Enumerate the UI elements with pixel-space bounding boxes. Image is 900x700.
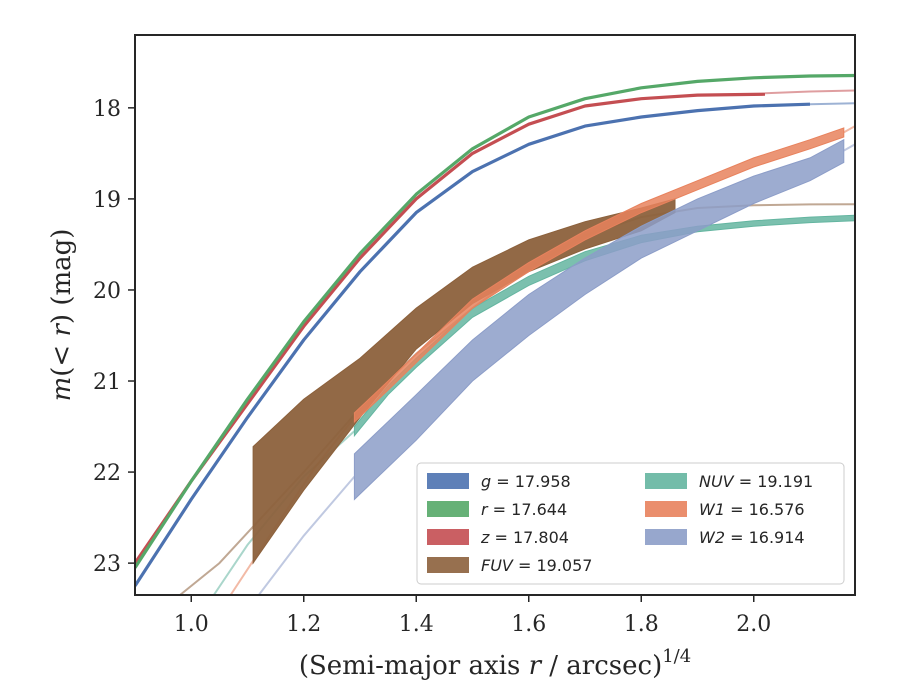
series-w1-band xyxy=(353,127,845,424)
x-tick-label: 1.4 xyxy=(399,612,434,637)
x-tick-label: 1.8 xyxy=(624,612,659,637)
y-tick-label: 23 xyxy=(93,552,121,577)
plot-frame xyxy=(134,34,856,596)
legend-label-w2: W2 = 16.914 xyxy=(699,528,805,547)
x-tick-label: 1.0 xyxy=(174,612,209,637)
y-tick-label: 22 xyxy=(93,461,121,486)
legend-label-r: r = 17.644 xyxy=(481,500,567,519)
series-z-extension xyxy=(764,89,855,95)
legend-box xyxy=(416,462,845,585)
series-w1-extension-outer xyxy=(843,125,855,134)
y-tick-label: 19 xyxy=(93,188,121,213)
axis-ticks: 1.0 1.2 1.4 1.6 1.8 2.0 18 19 20 21 22 23 xyxy=(93,97,771,637)
y-axis-label: m(< r) (mag) xyxy=(47,229,77,402)
legend-swatch-w2 xyxy=(645,529,687,545)
legend-label-z: z = 17.804 xyxy=(480,528,569,547)
legend-label-g: g = 17.958 xyxy=(481,472,571,491)
x-tick-label: 2.0 xyxy=(736,612,771,637)
series-r-line xyxy=(135,73,855,569)
legend-swatch-w1 xyxy=(645,501,687,517)
series-w2-extension-outer xyxy=(843,143,855,152)
legend-swatch-nuv xyxy=(645,473,687,489)
series-g-extension xyxy=(809,102,855,106)
y-tick-label: 21 xyxy=(93,370,121,395)
legend-swatch-r xyxy=(427,501,469,517)
series-z-line xyxy=(135,92,766,565)
legend-label-nuv: NUV = 19.191 xyxy=(699,472,813,491)
x-tick-label: 1.2 xyxy=(286,612,321,637)
legend-swatch-z xyxy=(427,529,469,545)
y-tick-label: 20 xyxy=(93,279,121,304)
x-axis-label: (Semi-major axis r / arcsec)1/4 xyxy=(299,646,691,681)
y-tick-label: 18 xyxy=(93,97,121,122)
series-g-line xyxy=(135,102,811,587)
legend-swatch-g xyxy=(427,473,469,489)
series-w2-band xyxy=(353,138,845,501)
legend-label-w1: W1 = 16.576 xyxy=(699,500,805,519)
legend-label-fuv: FUV = 19.057 xyxy=(481,556,592,575)
plot-area xyxy=(135,73,855,595)
legend-swatch-fuv xyxy=(427,557,469,573)
x-tick-label: 1.6 xyxy=(511,612,546,637)
legend: g = 17.958 r = 17.644 z = 17.804 FUV = 19.0… xyxy=(416,462,845,585)
series-w2-extension xyxy=(258,475,356,595)
